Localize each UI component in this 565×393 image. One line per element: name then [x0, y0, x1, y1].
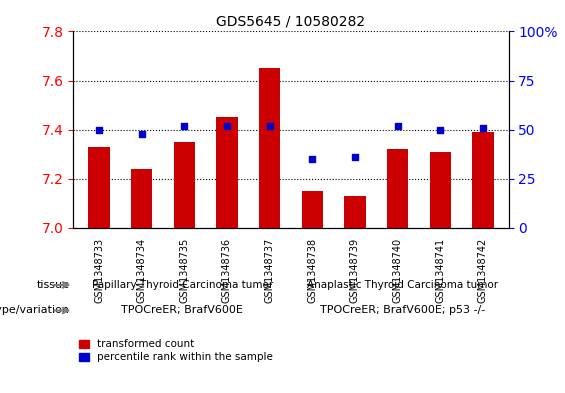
Point: [94, 127, 103, 133]
Bar: [429, 152, 451, 228]
Bar: [173, 142, 195, 228]
Bar: [216, 118, 238, 228]
Text: Papillary Thyroid Carcinoma tumor: Papillary Thyroid Carcinoma tumor: [92, 280, 273, 290]
Point: [479, 125, 488, 131]
Point: [436, 127, 445, 133]
Point: [308, 156, 317, 162]
Text: Anaplastic Thyroid Carcinoma tumor: Anaplastic Thyroid Carcinoma tumor: [307, 280, 498, 290]
Point: [393, 123, 402, 129]
Point: [223, 123, 232, 129]
Text: TPOCreER; BrafV600E; p53 -/-: TPOCreER; BrafV600E; p53 -/-: [320, 305, 485, 316]
Text: tissue: tissue: [37, 280, 70, 290]
Point: [265, 123, 274, 129]
Bar: [387, 149, 408, 228]
Text: TPOCreER; BrafV600E: TPOCreER; BrafV600E: [121, 305, 243, 316]
Bar: [472, 132, 494, 228]
Point: [350, 154, 359, 160]
Bar: [302, 191, 323, 228]
Bar: [131, 169, 153, 228]
Legend: transformed count, percentile rank within the sample: transformed count, percentile rank withi…: [79, 339, 273, 362]
Bar: [88, 147, 110, 228]
Point: [180, 123, 189, 129]
Title: GDS5645 / 10580282: GDS5645 / 10580282: [216, 15, 366, 29]
Text: genotype/variation: genotype/variation: [0, 305, 70, 316]
Point: [137, 130, 146, 137]
Bar: [259, 68, 280, 228]
Bar: [344, 196, 366, 228]
